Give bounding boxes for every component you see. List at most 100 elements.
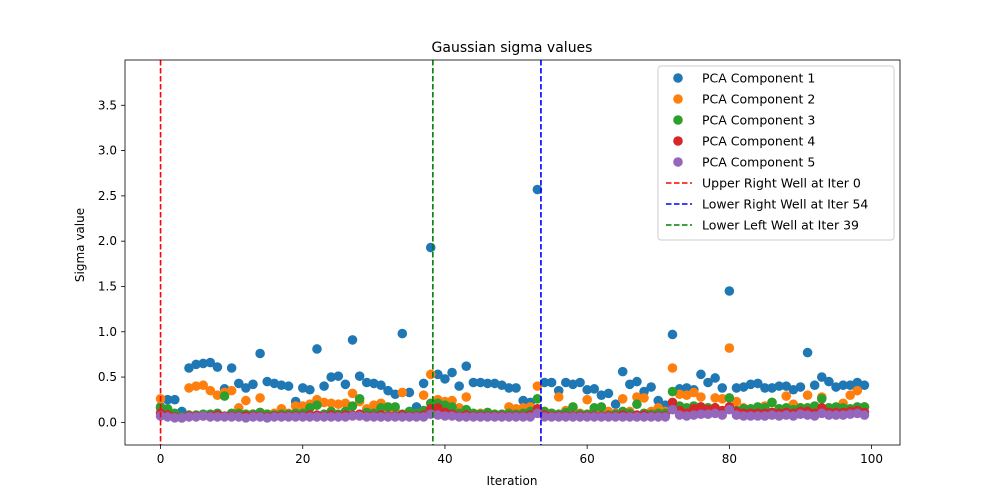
point-series-1 (745, 379, 756, 390)
point-series-5 (369, 412, 379, 422)
legend-marker-series-4 (673, 136, 683, 146)
point-series-5 (639, 412, 649, 422)
point-series-5 (717, 410, 728, 420)
point-series-2 (290, 401, 301, 411)
point-series-2 (667, 363, 678, 373)
point-series-5 (454, 412, 464, 422)
point-series-5 (326, 412, 336, 422)
point-series-3 (219, 391, 230, 401)
point-series-5 (177, 413, 187, 423)
point-series-5 (340, 412, 351, 422)
point-series-5 (475, 412, 486, 422)
point-series-5 (205, 412, 216, 422)
legend-label-series-2: PCA Component 2 (702, 92, 815, 107)
point-series-1 (781, 381, 792, 391)
point-series-1 (752, 378, 763, 389)
point-series-1 (326, 372, 336, 382)
point-series-2 (191, 381, 201, 391)
point-series-2 (717, 394, 728, 404)
point-series-1 (169, 394, 180, 405)
point-series-5 (575, 412, 585, 422)
point-series-5 (760, 411, 770, 421)
point-series-2 (418, 390, 429, 400)
legend-label-series-5: PCA Component 5 (702, 155, 815, 170)
point-series-3 (376, 403, 386, 413)
point-series-1 (226, 363, 237, 373)
point-series-1 (440, 374, 450, 384)
point-series-5 (838, 410, 848, 420)
point-series-1 (760, 383, 770, 393)
point-series-3 (447, 402, 457, 412)
point-series-2 (397, 387, 408, 398)
point-series-5 (440, 411, 450, 421)
legend-marker-series-3 (673, 115, 683, 125)
point-series-3 (383, 402, 393, 412)
y-tick-label: 3.5 (98, 98, 117, 112)
point-series-5 (283, 412, 294, 422)
y-axis-label: Sigma value (73, 208, 87, 282)
point-series-2 (553, 392, 564, 402)
point-series-2 (710, 393, 720, 403)
point-series-2 (333, 399, 344, 410)
point-series-1 (361, 377, 372, 388)
point-series-1 (532, 184, 543, 195)
point-series-3 (390, 402, 400, 412)
y-tick-label: 0.5 (98, 370, 117, 384)
point-series-1 (653, 395, 664, 406)
point-series-5 (518, 412, 528, 422)
point-series-5 (845, 409, 856, 420)
point-series-1 (539, 377, 550, 388)
legend-marker-series-5 (673, 157, 683, 167)
point-series-1 (248, 379, 258, 390)
chart-title: Gaussian sigma values (432, 40, 593, 56)
point-series-1 (425, 242, 436, 253)
point-series-1 (468, 377, 479, 388)
point-series-5 (703, 409, 713, 420)
point-series-5 (404, 412, 415, 422)
point-series-1 (646, 382, 656, 392)
point-series-2 (632, 392, 642, 402)
x-tick-label: 60 (580, 452, 595, 466)
point-series-5 (255, 412, 265, 422)
point-series-1 (610, 399, 621, 410)
point-series-5 (582, 412, 592, 422)
point-series-5 (681, 411, 692, 421)
point-series-1 (511, 383, 521, 393)
x-tick-label: 40 (437, 452, 452, 466)
point-series-1 (305, 384, 315, 395)
legend-marker-series-2 (673, 94, 683, 104)
point-series-1 (475, 377, 486, 388)
point-series-5 (546, 412, 557, 422)
point-series-1 (731, 383, 742, 393)
point-series-5 (184, 412, 194, 422)
point-series-1 (198, 358, 209, 369)
legend-box (657, 65, 895, 241)
point-series-5 (347, 411, 358, 421)
point-series-1 (383, 385, 393, 396)
point-series-2 (198, 380, 209, 391)
point-series-3 (767, 397, 777, 408)
point-series-2 (255, 393, 265, 403)
point-series-2 (425, 369, 436, 380)
plot-area: 0 20 40 60 80 100 0.0 0.5 1.0 1.5 2.0 2.5 3.0 3.5 (98, 59, 901, 466)
point-series-1 (632, 376, 642, 387)
point-series-5 (731, 410, 742, 420)
legend-label-vline-1: Upper Right Well at Iter 0 (702, 176, 861, 191)
point-series-5 (774, 411, 784, 421)
point-series-2 (326, 398, 336, 409)
point-series-5 (489, 412, 500, 422)
point-series-1 (809, 380, 820, 391)
legend-label-series-3: PCA Component 3 (702, 113, 815, 128)
point-series-2 (845, 390, 856, 400)
point-series-1 (824, 376, 834, 387)
legend-label-series-1: PCA Component 1 (702, 71, 815, 86)
point-series-5 (660, 412, 671, 422)
point-series-2 (461, 392, 472, 402)
point-series-2 (226, 385, 237, 396)
point-series-2 (731, 396, 742, 407)
x-tick-label: 0 (157, 452, 165, 466)
point-series-5 (795, 409, 806, 420)
point-series-5 (781, 410, 792, 420)
point-series-1 (333, 371, 344, 381)
